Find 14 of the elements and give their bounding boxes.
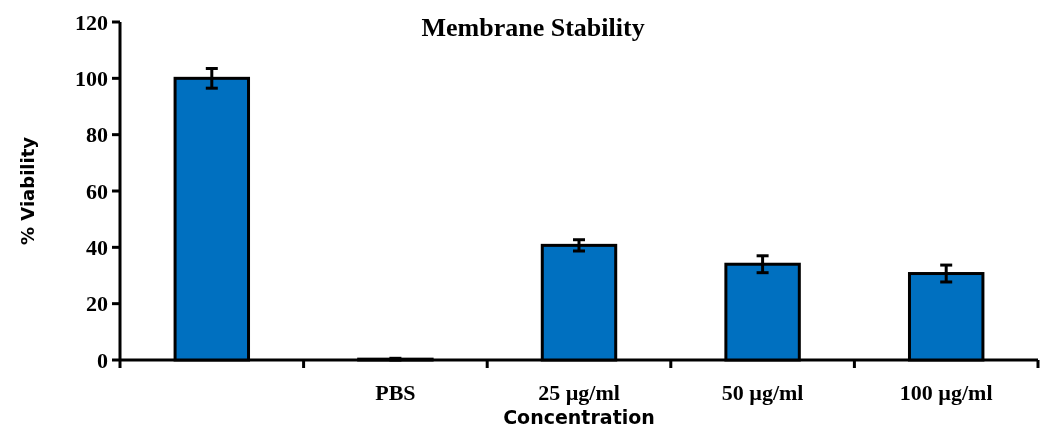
y-tick-label: 80 — [86, 122, 108, 148]
chart-title: Membrane Stability — [421, 13, 645, 42]
y-axis-title: % Viability — [17, 136, 38, 245]
y-tick-label: 120 — [75, 9, 108, 35]
x-tick-label: 100 µg/ml — [899, 380, 993, 405]
y-tick-label: 20 — [86, 291, 108, 317]
x-axis-title: Concentration — [503, 406, 655, 428]
x-tick-label: 25 µg/ml — [538, 380, 620, 405]
y-tick-label: 100 — [75, 66, 108, 92]
x-tick-label: PBS — [375, 380, 416, 405]
y-tick-label: 0 — [97, 347, 108, 373]
x-tick-label: 50 µg/ml — [721, 380, 804, 405]
y-tick-label: 40 — [86, 235, 108, 261]
y-tick-label: 60 — [86, 178, 108, 204]
